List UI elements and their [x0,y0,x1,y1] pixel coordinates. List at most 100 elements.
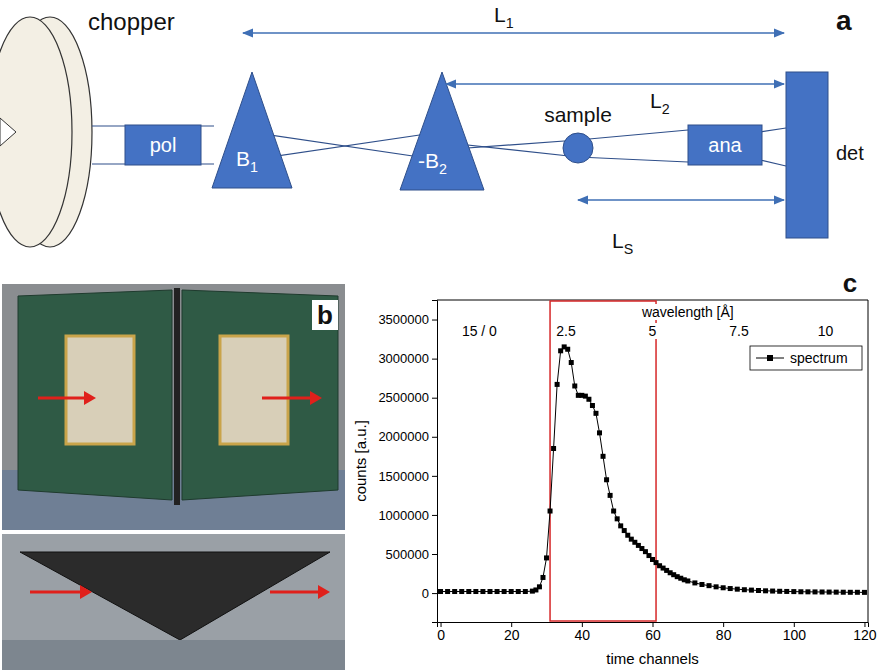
data-point [523,589,528,594]
x2-tick-label: 10 [818,323,834,339]
beam-arrow-head [318,585,330,599]
x2-tick-label: 15 / 0 [462,323,497,339]
y-tick-mark [432,554,437,555]
y-tick-label: 500000 [386,547,429,562]
x-tick: 40 [575,622,591,643]
data-point [604,477,609,482]
data-point [495,589,500,594]
y-axis: 0500000100000015000002000000250000030000… [378,301,437,623]
data-point [749,588,754,593]
data-point [728,586,733,591]
polarizer-label: pol [150,134,177,156]
magnet-1-label: B1 [236,147,258,175]
sample [563,133,593,163]
data-point [551,446,556,451]
legend-box [750,346,862,370]
data-point [509,589,514,594]
y-tick: 3000000 [378,351,437,366]
chopper-label: chopper [88,8,175,35]
detector [786,72,828,238]
data-point [445,589,450,594]
x2-tick-label: 5 [649,323,657,339]
data-point [586,397,591,402]
beam-line [578,130,688,140]
x-tick-label: 20 [504,627,520,643]
y-tick-label: 1000000 [378,508,429,523]
data-point [798,589,803,594]
data-point [590,403,595,408]
magnet-1 [212,72,292,188]
data-point [756,588,761,593]
data-point [548,509,553,514]
grid-window [66,336,134,444]
y-tick-label: 3500000 [378,312,429,327]
y-tick-mark [432,515,437,516]
chopper-notch [0,118,16,146]
panel-a: chopperpolB1-B2sampleanadetL1L2LSa [0,3,864,257]
photo-background [2,534,345,670]
text-patch [639,304,736,320]
data-point [699,582,704,587]
x-tick-label: 40 [575,627,591,643]
x-tick: 0 [437,622,445,643]
x-tick: 60 [645,622,661,643]
x-tick-label: 0 [437,627,445,643]
data-point [714,584,719,589]
data-point [862,590,867,595]
beam-line [578,157,688,162]
text-patch [647,323,659,339]
magnet-2-label: -B2 [418,149,447,177]
distance-label: L2 [650,89,670,117]
beam-line [760,128,786,132]
data-point [848,590,853,595]
data-point [593,411,598,416]
distance-arrow [578,199,784,200]
panel-letter: b [317,300,333,330]
polarizer [125,125,201,165]
data-point [777,589,782,594]
data-point [502,589,507,594]
y-tick: 0 [422,586,437,601]
y-tick-mark [432,398,437,399]
data-point [813,589,818,594]
data-point [834,590,839,595]
data-point [827,590,832,595]
sample-label: sample [544,103,612,126]
panel-letter: a [836,5,852,36]
data-point [452,589,457,594]
letter-patch [312,300,338,330]
y-tick: 3500000 [378,312,437,327]
data-point [742,587,747,592]
figure: chopperpolB1-B2sampleanadetL1L2LSab02040… [0,0,877,672]
y-tick: 1000000 [378,508,437,523]
x2-axis: wavelength [Å]15 / 02.557.510 [460,304,836,339]
detector-label: det [836,142,864,164]
legend: spectrum [750,346,862,370]
y-tick: 2500000 [378,390,437,405]
data-point [707,583,712,588]
distance-label: LS [612,229,633,257]
data-point [537,584,542,589]
x-tick: 120 [853,622,877,643]
y-tick-mark [432,593,437,594]
data-point [820,589,825,594]
y-tick-mark [432,320,437,321]
text-patch [554,323,578,339]
data-point [770,589,775,594]
data-point [685,578,690,583]
chopper-disc [0,17,72,247]
x2-tick-label: 7.5 [729,323,749,339]
data-point [540,575,545,580]
data-point [611,509,616,514]
plot-frame [868,300,869,622]
text-patch [816,323,836,339]
board [18,290,172,500]
beam-arrow [30,591,84,594]
data-point [622,528,627,533]
y-tick-label: 1500000 [378,469,429,484]
legend-label: spectrum [790,350,848,366]
data-point [480,589,485,594]
data-point [487,589,492,594]
legend-marker [767,355,773,361]
x-axis-title: time channels [606,650,699,667]
